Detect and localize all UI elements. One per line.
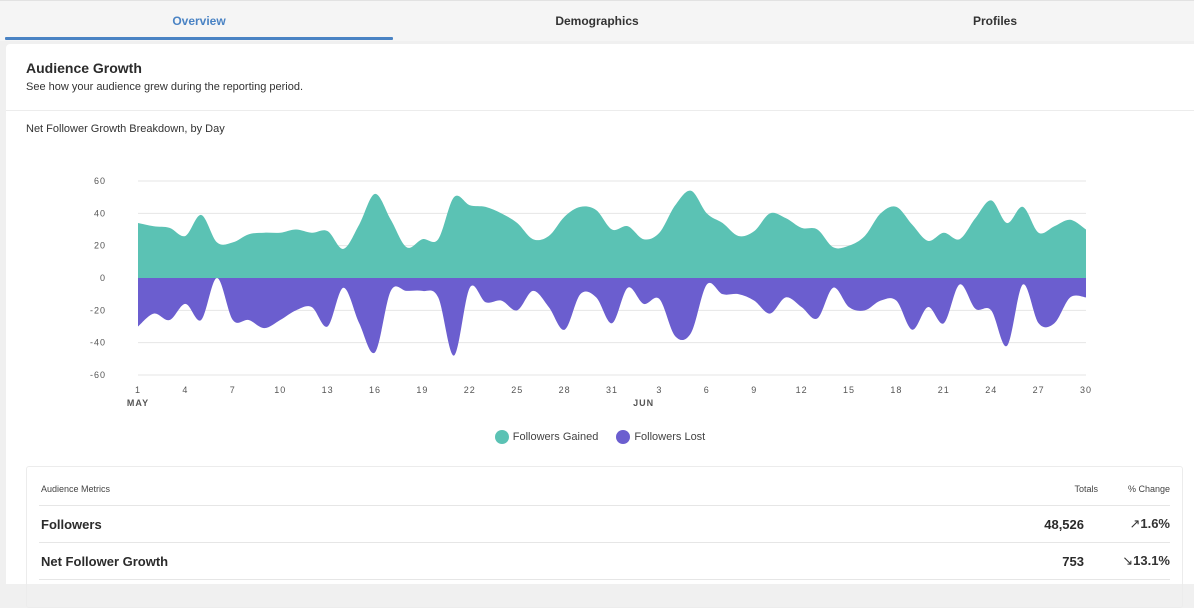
x-tick-label: 28: [559, 385, 571, 395]
x-tick-label: 24: [985, 385, 997, 395]
metrics-header-totals: Totals: [1074, 484, 1098, 494]
series-area-followers-gained[interactable]: [138, 190, 1086, 278]
chart-title: Net Follower Growth Breakdown, by Day: [26, 123, 225, 135]
section-subtitle: See how your audience grew during the re…: [26, 81, 304, 93]
x-tick-label: 21: [938, 385, 950, 395]
y-tick-label: 60: [94, 176, 106, 186]
tab-demographics[interactable]: Demographics: [555, 14, 639, 28]
x-tick-label: 19: [416, 385, 428, 395]
x-tick-label: 27: [1033, 385, 1045, 395]
audience-growth-panel: Audience Growth See how your audience gr…: [6, 44, 1194, 608]
metrics-header-label: Audience Metrics: [41, 484, 111, 494]
metric-label: Net Follower Growth: [41, 554, 169, 569]
x-tick-label: 22: [464, 385, 476, 395]
x-tick-label: 1: [135, 385, 141, 395]
x-tick-label: 7: [230, 385, 236, 395]
x-tick-label: 31: [606, 385, 618, 395]
y-tick-label: -20: [90, 305, 106, 315]
x-tick-label: 16: [369, 385, 381, 395]
series-area-followers-lost[interactable]: [138, 278, 1086, 356]
x-tick-label: 4: [182, 385, 188, 395]
x-tick-label: 25: [511, 385, 523, 395]
metric-change: ↘13.1%: [1122, 553, 1170, 569]
metrics-row-followers: Followers 48,526 ↗1.6%: [39, 505, 1170, 543]
x-tick-label: 6: [704, 385, 710, 395]
x-tick-label: 9: [751, 385, 757, 395]
metric-change-value: 1.6%: [1140, 516, 1170, 531]
y-tick-label: 20: [94, 241, 106, 251]
metrics-divider: [39, 579, 1170, 581]
tab-bar: Overview Demographics Profiles: [0, 0, 1194, 41]
y-tick-label: -40: [90, 338, 106, 348]
follower-growth-chart: 60 40 20 0 -20 -40 -60 1 4 7 10 13 16 19 22 25 28 31 3 6 9 12…: [90, 176, 1092, 408]
metric-total: 48,526: [1044, 517, 1084, 532]
x-tick-label: 10: [274, 385, 286, 395]
trend-down-icon: ↘: [1122, 553, 1134, 568]
audience-metrics-table: Audience Metrics Totals % Change Followe…: [26, 466, 1183, 608]
legend-item-gained[interactable]: Followers Gained: [494, 430, 599, 444]
metrics-header: Audience Metrics Totals % Change: [27, 467, 1182, 505]
legend-item-lost[interactable]: Followers Lost: [616, 430, 705, 444]
legend-swatch-lost: [616, 430, 631, 444]
month-label: JUN: [633, 398, 654, 408]
x-tick-label: 3: [656, 385, 662, 395]
metrics-row-net-growth: Net Follower Growth 753 ↘13.1%: [39, 542, 1170, 580]
y-tick-label: 40: [94, 208, 106, 218]
x-tick-label: 13: [322, 385, 334, 395]
metric-change-value: 13.1%: [1133, 553, 1170, 568]
metric-change: ↗1.6%: [1129, 516, 1170, 532]
trend-up-icon: ↗: [1129, 516, 1141, 531]
x-tick-label: 15: [843, 385, 855, 395]
section-title: Audience Growth: [26, 60, 142, 76]
legend-swatch-gained: [494, 430, 509, 444]
x-tick-label: 12: [796, 385, 808, 395]
y-tick-label: -60: [90, 370, 106, 380]
legend-label-lost: Followers Lost: [634, 431, 706, 443]
metrics-header-change: % Change: [1127, 484, 1170, 494]
y-tick-label: 0: [100, 273, 106, 283]
metric-label: Followers: [41, 517, 102, 532]
x-tick-label: 30: [1080, 385, 1092, 395]
month-label: MAY: [127, 398, 149, 408]
legend-label-gained: Followers Gained: [512, 431, 599, 443]
metric-total: 753: [1062, 554, 1084, 569]
x-tick-label: 18: [890, 385, 902, 395]
tab-profiles[interactable]: Profiles: [972, 14, 1017, 28]
section-header: Audience Growth See how your audience gr…: [6, 44, 1194, 111]
chart-legend: Followers Gained Followers Lost: [6, 430, 1194, 444]
tab-overview[interactable]: Overview: [0, 1, 398, 41]
